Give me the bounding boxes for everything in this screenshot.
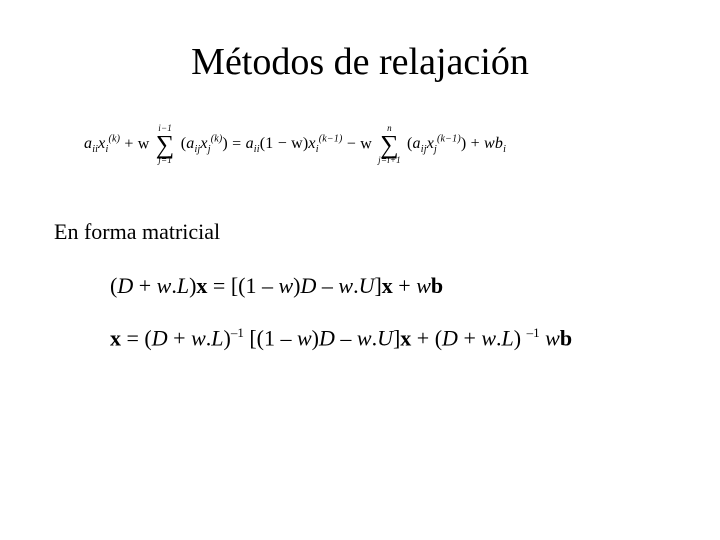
matrix-equation-1: (D + w.L)x = [(1 – w)D – w.U]x + wb	[110, 273, 666, 299]
plus-w-1: + w	[124, 135, 149, 152]
slide: Métodos de relajación aiixi(k) + w i−1 ∑…	[0, 0, 720, 540]
equals: =	[232, 135, 241, 152]
slide-title: Métodos de relajación	[54, 40, 666, 84]
sum-1: i−1 ∑ j=1	[156, 124, 175, 165]
sum-2: n ∑ j=i+1	[378, 124, 401, 165]
minus-w: − w	[347, 135, 372, 152]
summation-equation: aiixi(k) + w i−1 ∑ j=1 (aijxj(k)) = aii(…	[84, 124, 666, 165]
sum1-body: (aijxj(k))	[181, 135, 228, 152]
sum2-body: (aijxj(k−1))	[407, 135, 466, 152]
tail: + wbi	[471, 135, 507, 152]
subheading: En forma matricial	[54, 219, 666, 245]
rhs-term1: aii(1 − w)xi(k−1)	[246, 135, 343, 152]
matrix-equation-2: x = (D + w.L)–1 [(1 – w)D – w.U]x + (D +…	[110, 325, 666, 351]
lhs-term1: aiixi(k)	[84, 135, 120, 152]
